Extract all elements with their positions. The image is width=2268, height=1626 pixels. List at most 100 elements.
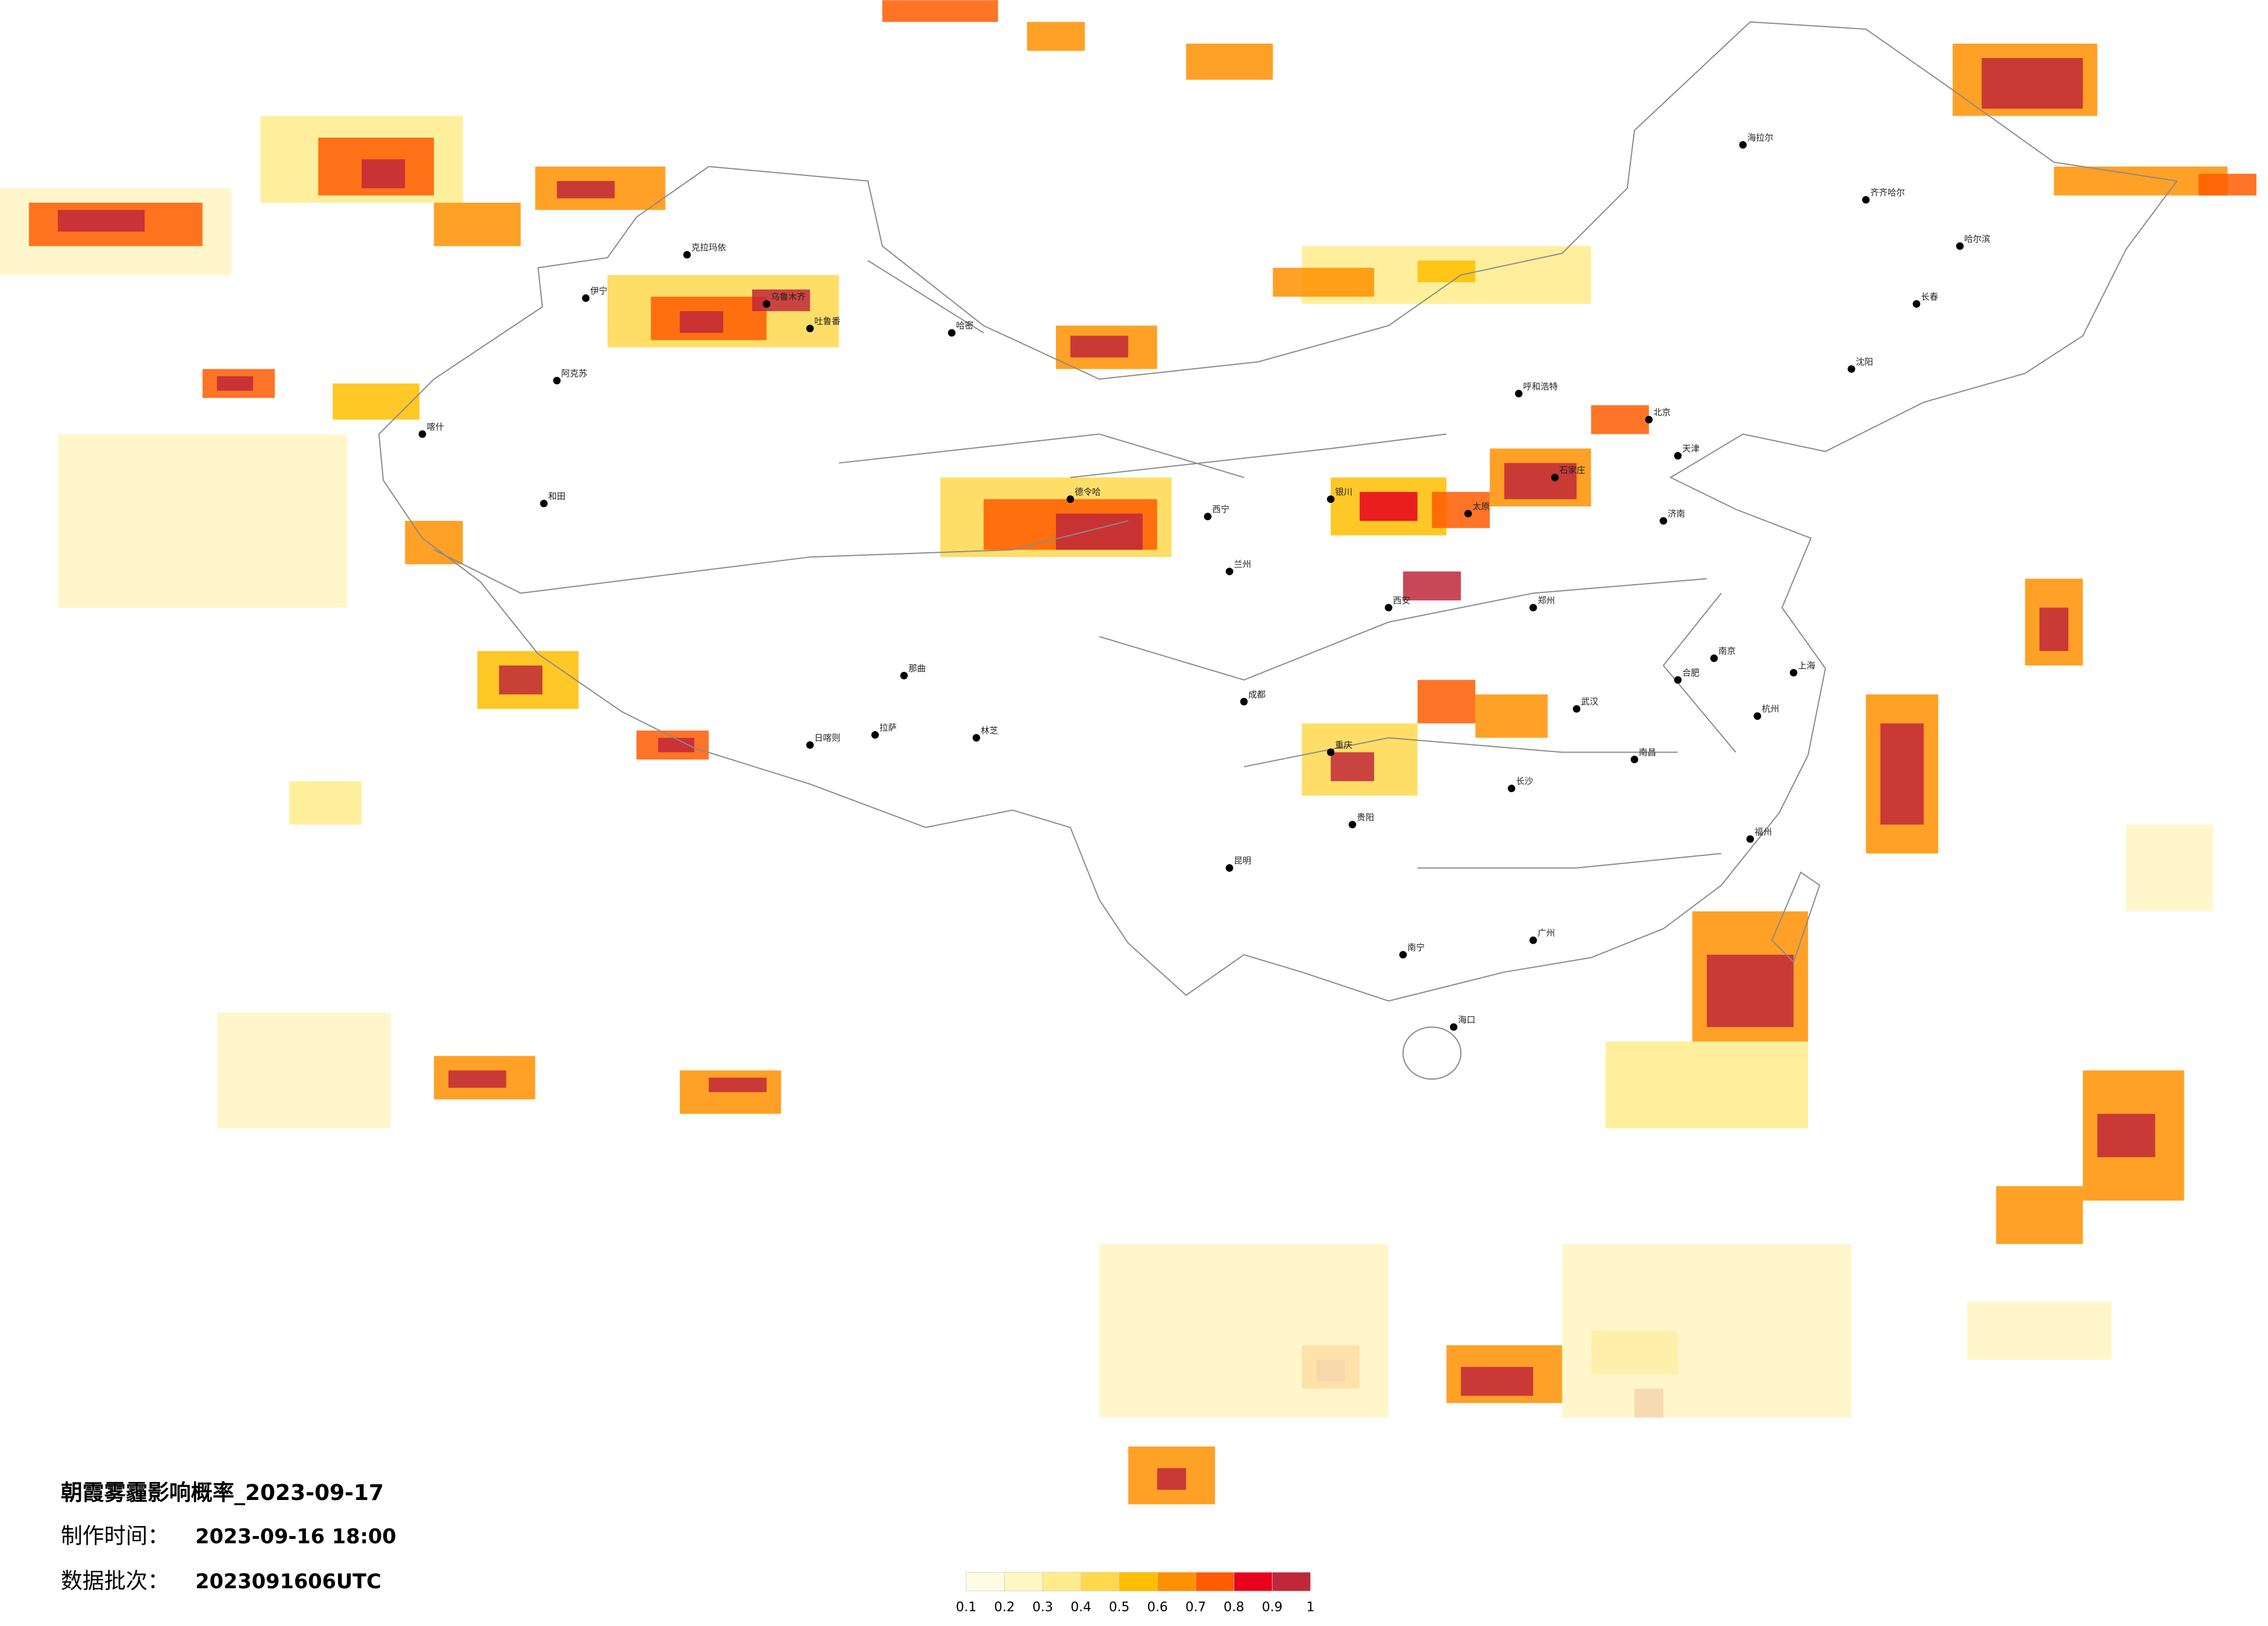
heat-cell xyxy=(2126,824,2213,912)
heat-cell xyxy=(680,1070,781,1114)
heat-layer xyxy=(0,0,2257,1505)
city-dot xyxy=(1327,495,1335,503)
colorbar-tick-label: 0.7 xyxy=(1185,1600,1206,1615)
city-dot xyxy=(900,671,908,679)
heat-cell xyxy=(499,665,542,695)
heat-cell xyxy=(680,311,724,333)
city-label: 成都 xyxy=(1248,689,1266,700)
heat-cell xyxy=(2198,174,2257,196)
map-title: 朝霞雾霾影响概率_2023-09-17 xyxy=(61,1480,384,1505)
city-dot xyxy=(948,329,956,337)
colorbar-swatch xyxy=(1157,1572,1196,1592)
colorbar-swatch xyxy=(966,1572,1005,1592)
city-label: 喀什 xyxy=(427,422,444,432)
city-dot xyxy=(1746,835,1754,843)
heat-cell xyxy=(1273,268,1374,297)
city-label: 克拉玛依 xyxy=(691,242,726,253)
heat-cell xyxy=(1417,679,1476,724)
heat-cell xyxy=(1027,21,1085,51)
city-dot xyxy=(1204,512,1212,520)
city-dot xyxy=(1710,654,1718,662)
city-label: 昆明 xyxy=(1234,855,1251,866)
city-label: 西安 xyxy=(1393,595,1410,606)
city-dot xyxy=(1913,300,1921,308)
city-dot xyxy=(418,430,426,438)
city-label: 哈密 xyxy=(956,321,973,331)
city-label: 郑州 xyxy=(1537,595,1555,606)
heat-cell xyxy=(1461,1366,1533,1396)
city-dot xyxy=(806,325,814,333)
heat-cell xyxy=(2039,607,2069,652)
city-label: 兰州 xyxy=(1234,559,1251,570)
city-dot xyxy=(1225,567,1234,575)
city-label: 拉萨 xyxy=(879,722,897,733)
city-label: 福州 xyxy=(1755,826,1772,837)
colorbar-tick-label: 0.5 xyxy=(1109,1600,1130,1615)
city-dot xyxy=(972,734,980,742)
heat-cell xyxy=(1591,405,1649,434)
colorbar-swatch xyxy=(1080,1572,1120,1592)
info-label: 数据批次： xyxy=(61,1568,170,1593)
heat-cell xyxy=(709,1077,767,1092)
city-dot xyxy=(1240,697,1248,706)
city-label: 石家庄 xyxy=(1559,465,1586,476)
heat-cell xyxy=(217,376,253,391)
heat-cell xyxy=(1996,1186,2083,1244)
city-dot xyxy=(1674,452,1682,460)
heat-cell xyxy=(1099,1244,1389,1418)
city-dot xyxy=(582,294,590,302)
city-dot xyxy=(1349,821,1357,829)
city-label: 德令哈 xyxy=(1074,487,1101,497)
city-label: 北京 xyxy=(1654,407,1671,418)
info-value: 2023-09-16 18:00 xyxy=(195,1526,396,1549)
heat-cell xyxy=(1967,1301,2112,1360)
city-label: 乌鲁木齐 xyxy=(771,292,806,302)
heat-cell xyxy=(1432,492,1490,528)
colorbar-tick-label: 0.6 xyxy=(1147,1600,1168,1615)
heat-cell xyxy=(361,159,405,189)
colorbar-tick-label: 0.8 xyxy=(1224,1600,1245,1615)
city-label: 伊宁 xyxy=(590,286,608,296)
city-dot xyxy=(1508,785,1515,793)
heat-cell xyxy=(434,203,521,246)
heat-cell xyxy=(448,1070,506,1088)
city-dot xyxy=(1956,242,1964,250)
city-dot xyxy=(683,251,691,259)
city-dot xyxy=(1225,864,1234,872)
heat-cell xyxy=(2097,1114,2155,1157)
city-dot xyxy=(1464,510,1472,517)
heat-cell xyxy=(1403,571,1461,600)
city-dot xyxy=(540,499,548,508)
colorbar-tick-label: 0.3 xyxy=(1033,1600,1054,1615)
city-dot xyxy=(1630,756,1638,764)
city-dot xyxy=(1573,705,1581,713)
city-label: 太原 xyxy=(1472,501,1490,512)
city-label: 海口 xyxy=(1458,1015,1475,1025)
city-dot xyxy=(1862,196,1870,204)
city-dot xyxy=(1450,1023,1458,1031)
city-label: 呼和浩特 xyxy=(1523,381,1558,391)
heat-cell xyxy=(882,0,998,22)
city-label: 长春 xyxy=(1921,292,1938,302)
city-label: 合肥 xyxy=(1682,667,1699,678)
city-dot xyxy=(553,376,561,384)
city-dot xyxy=(1066,495,1074,503)
colorbar-tick-label: 1 xyxy=(1306,1600,1314,1615)
city-label: 长沙 xyxy=(1516,776,1533,786)
city-dot xyxy=(871,731,879,739)
colorbar-swatch xyxy=(1272,1572,1311,1592)
colorbar-swatch xyxy=(1195,1572,1234,1592)
colorbar-tick-label: 0.9 xyxy=(1262,1600,1283,1615)
city-label: 齐齐哈尔 xyxy=(1870,188,1905,198)
city-label: 天津 xyxy=(1682,443,1699,454)
city-label: 南宁 xyxy=(1407,942,1425,953)
mongolia-border xyxy=(433,260,1737,869)
city-label: 哈尔滨 xyxy=(1964,233,1990,244)
heat-cell xyxy=(1981,57,2083,109)
china-outline xyxy=(378,21,2178,1002)
heat-cell xyxy=(1056,513,1143,550)
city-dot xyxy=(1327,748,1335,756)
heat-cell xyxy=(1475,694,1548,738)
